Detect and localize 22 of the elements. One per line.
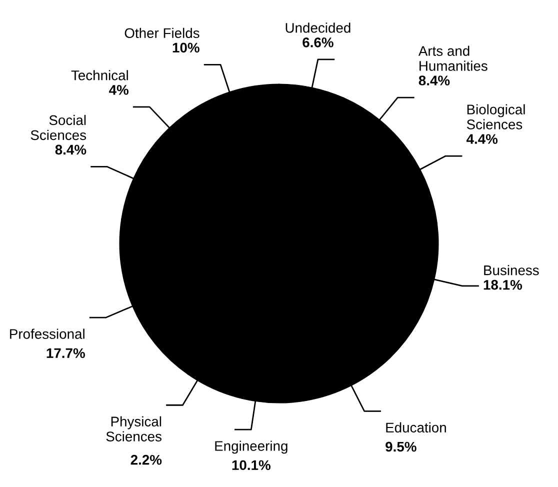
data-label: 8.4% bbox=[418, 76, 450, 86]
data-label: 18.1% bbox=[484, 280, 522, 290]
data-label: 6.6% bbox=[302, 38, 334, 48]
slice-label: Arts and Humanities bbox=[418, 46, 488, 71]
slice-label: Professional bbox=[10, 328, 84, 339]
slice-label: Biological Sciences bbox=[466, 104, 525, 130]
slice-label: Other Fields bbox=[124, 28, 200, 38]
data-label: 4.4% bbox=[466, 134, 498, 144]
data-label: 4% bbox=[109, 85, 129, 95]
slice-label: Business bbox=[484, 265, 539, 276]
slice-label: Physical Sciences bbox=[106, 416, 162, 442]
data-label: 8.4% bbox=[55, 144, 86, 155]
slice-label: Undecided bbox=[286, 22, 350, 33]
slice-label: Social Sciences bbox=[30, 114, 86, 140]
data-label: 10.1% bbox=[232, 460, 270, 470]
slice-label: Technical bbox=[71, 70, 128, 80]
slice-label: Engineering bbox=[215, 440, 288, 454]
data-label: 10% bbox=[172, 42, 200, 53]
data-label: 17.7% bbox=[46, 348, 85, 358]
data-label: 2.2% bbox=[130, 454, 162, 465]
slice-label: Education bbox=[386, 422, 446, 433]
data-label: 9.5% bbox=[386, 442, 416, 452]
